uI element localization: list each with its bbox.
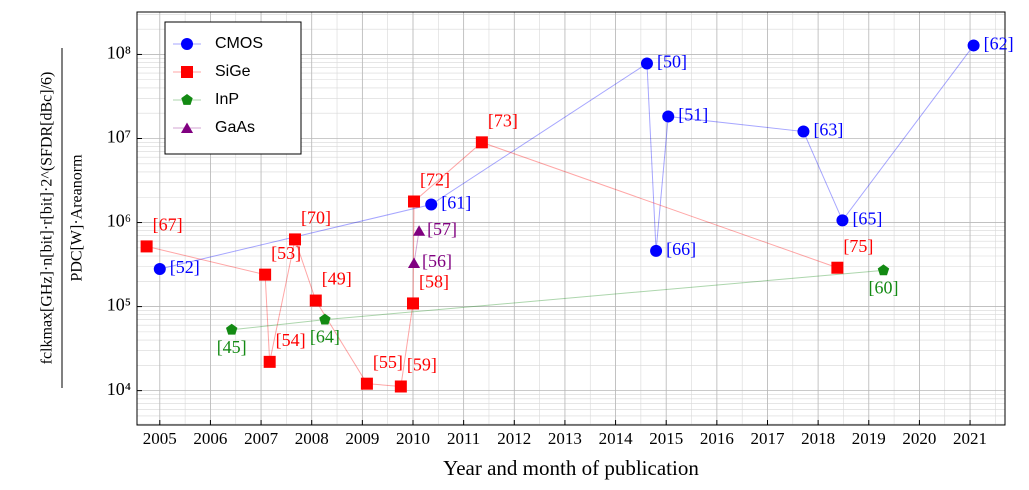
point-label: [45] (217, 337, 247, 357)
y-axis-label: fclkmax[GHz]·n[bit]·r[bit]·2^(SFDR[dBc]/… (39, 48, 86, 388)
point-label: [72] (420, 170, 450, 190)
marker (181, 66, 193, 78)
marker (797, 125, 810, 138)
point-label: [50] (657, 52, 687, 72)
marker (181, 38, 193, 50)
x-tick-label: 2009 (345, 429, 379, 448)
series-line (413, 230, 420, 264)
point-label: [64] (310, 327, 340, 347)
point-label: [61] (441, 193, 471, 213)
marker (650, 244, 663, 257)
marker (662, 110, 675, 123)
marker (319, 313, 331, 325)
marker (181, 94, 193, 105)
marker (394, 380, 407, 393)
point-label: [65] (852, 209, 882, 229)
plot-frame (136, 11, 1006, 426)
marker (407, 257, 421, 269)
marker (360, 377, 373, 390)
point-label: [58] (419, 272, 449, 292)
point-label: [56] (422, 251, 452, 271)
x-tick-label: 2014 (599, 429, 634, 448)
point-label: [51] (678, 105, 708, 125)
x-tick-label: 2008 (295, 429, 329, 448)
y-tick-label: 10⁸ (107, 43, 131, 63)
marker (225, 323, 238, 335)
y-label-denominator: PDC[W]·Areanorm (69, 154, 86, 282)
marker (425, 198, 438, 211)
x-tick-label: 2019 (852, 429, 886, 448)
point-label: [49] (322, 269, 352, 289)
point-label: [63] (813, 120, 843, 140)
x-tick-label: 2011 (447, 429, 480, 448)
marker (877, 264, 890, 276)
marker (140, 240, 153, 253)
x-tick-label: 2018 (801, 429, 835, 448)
legend-label: SiGe (215, 63, 251, 80)
marker (475, 136, 488, 149)
x-tick-label: 2013 (548, 429, 582, 448)
point-label: [67] (153, 215, 183, 235)
legend-label: GaAs (215, 119, 255, 136)
marker (640, 57, 653, 70)
marker (836, 214, 849, 227)
marker (289, 233, 302, 246)
point-label: [66] (666, 239, 696, 259)
x-tick-label: 2005 (143, 429, 177, 448)
marker (406, 297, 419, 310)
y-tick-label: 10⁴ (107, 379, 131, 399)
point-label: [60] (868, 277, 898, 297)
x-axis-label: Year and month of publication (443, 456, 699, 480)
marker (967, 39, 980, 52)
x-tick-label: 2015 (649, 429, 683, 448)
x-tick-label: 2006 (193, 429, 227, 448)
point-label: [62] (984, 34, 1014, 54)
x-tick-label: 2012 (497, 429, 531, 448)
x-tick-label: 2021 (953, 429, 987, 448)
point-label: [70] (301, 208, 331, 228)
series-line (159, 45, 975, 270)
marker (259, 268, 272, 281)
legend-label: InP (215, 91, 239, 108)
y-tick-label: 10⁵ (107, 295, 131, 315)
point-label: [55] (373, 352, 403, 372)
y-tick-label: 10⁷ (107, 127, 131, 147)
y-label-numerator: fclkmax[GHz]·n[bit]·r[bit]·2^(SFDR[dBc]/… (39, 72, 56, 365)
point-label: [75] (843, 236, 873, 256)
marker (831, 261, 844, 274)
marker (309, 294, 322, 307)
marker (153, 263, 166, 276)
point-label: [52] (170, 257, 200, 277)
marker (408, 195, 421, 208)
y-tick-label: 10⁶ (107, 211, 131, 231)
x-tick-label: 2016 (700, 429, 734, 448)
point-label: [54] (276, 330, 306, 350)
marker (180, 122, 194, 133)
point-label: [53] (271, 243, 301, 263)
series-line (146, 141, 838, 388)
point-label: [57] (427, 219, 457, 239)
x-tick-label: 2020 (902, 429, 936, 448)
point-label: [59] (407, 355, 437, 375)
x-tick-label: 2017 (750, 429, 785, 448)
marker (413, 225, 426, 236)
x-tick-label: 2010 (396, 429, 430, 448)
marker (263, 355, 276, 368)
point-label: [73] (488, 110, 518, 130)
legend-label: CMOS (215, 35, 263, 52)
x-tick-label: 2007 (244, 429, 279, 448)
